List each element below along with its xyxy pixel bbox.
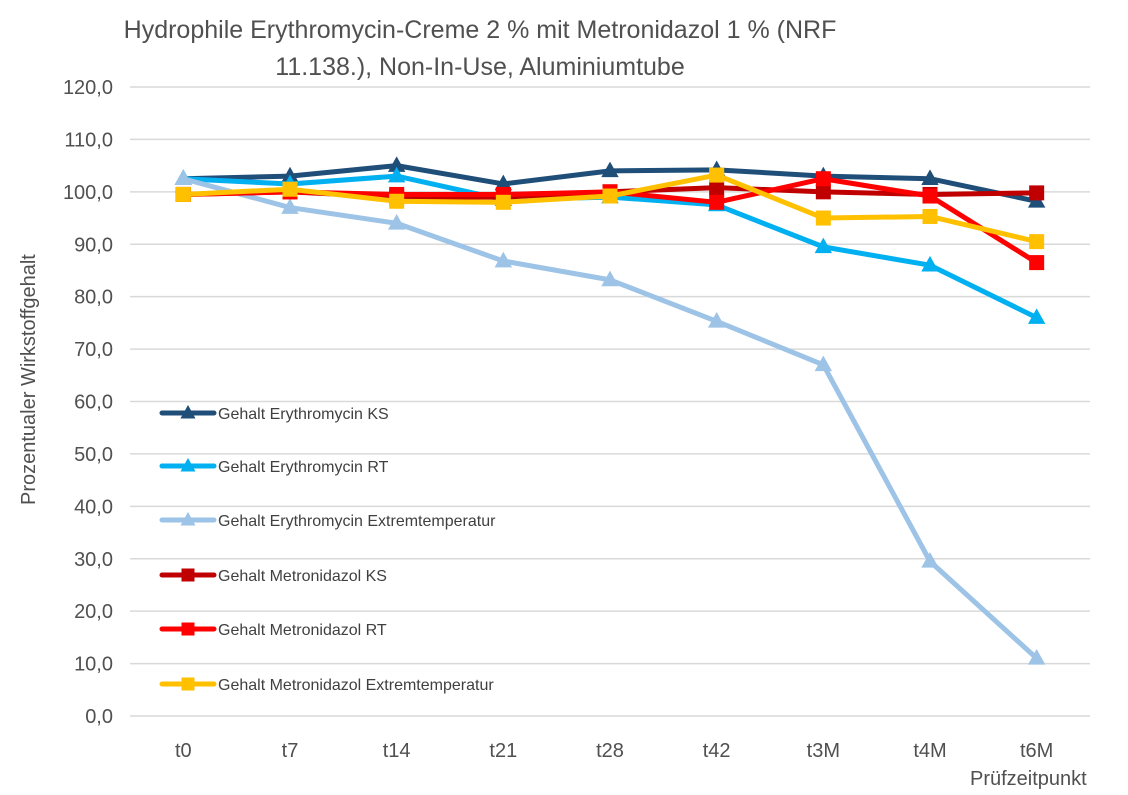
data-point <box>921 255 939 272</box>
x-tick-label: t28 <box>596 740 624 762</box>
legend-item: Gehalt Metronidazol Extremtemperatur <box>159 677 494 694</box>
data-point <box>175 186 191 202</box>
data-point <box>922 188 938 204</box>
data-point <box>709 180 725 196</box>
series-gehalt-metronidazol-rt <box>175 171 1045 271</box>
legend-triangle-icon <box>180 457 196 472</box>
data-point <box>281 166 299 183</box>
x-axis-label: Prüfzeitpunkt <box>970 768 1087 790</box>
y-tick-label: 30,0 <box>74 549 113 571</box>
series-gehalt-metronidazol-extremtemperatur <box>175 167 1045 250</box>
legend-triangle-icon <box>180 404 196 419</box>
legend-label: Gehalt Erythromycin RT <box>218 459 389 476</box>
data-point <box>921 169 939 186</box>
legend-label: Gehalt Erythromycin Extremtemperatur <box>218 513 496 530</box>
y-tick-label: 20,0 <box>74 601 113 623</box>
data-point <box>814 237 833 254</box>
data-point <box>922 208 938 224</box>
chart-title: Hydrophile Erythromycin-Creme 2 % mit Me… <box>0 12 960 86</box>
data-point <box>495 194 511 210</box>
legend-square-icon <box>181 622 195 636</box>
legend-label: Gehalt Erythromycin KS <box>218 406 389 423</box>
data-point <box>494 174 513 191</box>
y-tick-label: 80,0 <box>74 287 113 309</box>
legend-item: Gehalt Erythromycin RT <box>159 457 389 476</box>
data-point <box>709 194 725 210</box>
x-tick-label: t4M <box>913 740 946 762</box>
data-point <box>281 198 299 214</box>
legend: Gehalt Erythromycin KS Gehalt Erythromyci… <box>159 404 496 694</box>
y-tick-label: 60,0 <box>74 392 113 414</box>
data-point <box>1029 255 1045 271</box>
y-tick-label: 70,0 <box>74 339 113 361</box>
y-tick-label: 120,0 <box>63 77 113 99</box>
data-point <box>602 188 618 204</box>
data-point <box>601 161 619 178</box>
data-point <box>1029 185 1045 201</box>
x-tick-label: t6M <box>1020 740 1053 762</box>
y-axis-ticks: 0,0 10,0 20,0 30,0 40,0 50,0 60,0 70,0 80,0 90,0 1… <box>63 77 113 728</box>
legend-item: Gehalt Erythromycin Extremtemperatur <box>159 511 496 530</box>
legend-item: Gehalt Metronidazol RT <box>159 622 387 639</box>
y-tick-label: 0,0 <box>85 706 113 728</box>
data-point <box>387 166 406 183</box>
legend-square-icon <box>181 568 195 582</box>
legend-item: Gehalt Metronidazol KS <box>159 568 387 585</box>
data-point <box>601 270 619 287</box>
data-point <box>282 181 298 197</box>
chart-title-line-2: 11.138.), Non-In-Use, Aluminiumtube <box>275 53 685 81</box>
legend-triangle-icon <box>180 511 196 526</box>
legend-label: Gehalt Metronidazol Extremtemperatur <box>218 677 494 694</box>
y-tick-label: 50,0 <box>74 444 113 466</box>
data-point <box>709 167 725 183</box>
legend-square-icon <box>181 677 195 691</box>
data-point <box>1027 649 1046 665</box>
legend-label: Gehalt Metronidazol RT <box>218 622 387 639</box>
y-tick-label: 10,0 <box>74 654 113 676</box>
x-tick-label: t7 <box>282 740 299 762</box>
y-tick-label: 100,0 <box>63 182 113 204</box>
data-point <box>815 184 831 200</box>
series-gehalt-erythromycin-extremtemperatur <box>174 169 1046 665</box>
data-point <box>707 312 726 328</box>
series-lines <box>174 156 1046 665</box>
data-point <box>814 355 833 372</box>
x-axis-ticks: t0 t7 t14 t21 t28 t42 t3M t4M t6M <box>175 740 1053 762</box>
y-tick-label: 110,0 <box>64 129 113 151</box>
x-tick-label: t3M <box>807 740 840 762</box>
data-point <box>1029 234 1045 250</box>
data-point <box>815 171 831 187</box>
y-tick-label: 90,0 <box>74 234 113 256</box>
data-point <box>494 251 513 268</box>
data-point <box>174 169 193 186</box>
data-point <box>387 213 406 230</box>
chart-title-line-1: Hydrophile Erythromycin-Creme 2 % mit Me… <box>123 16 837 44</box>
y-tick-label: 40,0 <box>74 496 113 518</box>
data-point <box>815 210 831 226</box>
legend-label: Gehalt Metronidazol KS <box>218 568 387 585</box>
legend-item: Gehalt Erythromycin KS <box>159 404 389 423</box>
data-point <box>387 156 406 172</box>
x-tick-label: t0 <box>175 740 192 762</box>
x-tick-label: t42 <box>703 740 731 762</box>
data-point <box>921 552 939 568</box>
data-point <box>389 193 405 209</box>
x-tick-label: t14 <box>383 740 411 762</box>
x-tick-label: t21 <box>489 740 517 762</box>
data-point <box>1027 308 1046 324</box>
